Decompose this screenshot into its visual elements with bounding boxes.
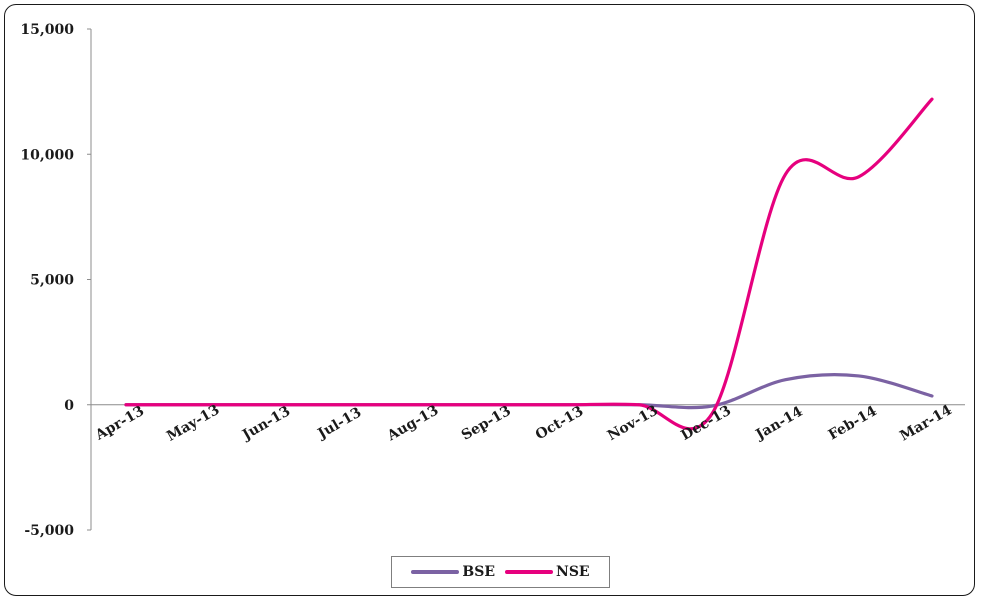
chart-frame [4,4,975,596]
series-line-nse [124,97,934,431]
y-tick-label: 5,000 [30,273,74,289]
x-tick-label: Aug-13 [384,402,441,444]
y-tick-label: 0 [64,398,74,414]
series-line-bse [124,372,934,410]
y-tick-label: -5,000 [24,523,74,539]
x-tick-label: Mar-14 [897,402,955,445]
legend: BSE NSE [391,556,610,588]
x-tick-label: Jul-13 [314,405,365,444]
legend-label-nse: NSE [556,564,590,580]
y-tick-label: 10,000 [20,147,74,163]
x-tick-label: Oct-13 [533,403,586,443]
x-tick-label: Sep-13 [459,403,514,444]
x-tick-label: Jan-14 [752,403,806,444]
x-tick-label: Nov-13 [605,402,661,444]
x-tick-label: May-13 [164,402,222,445]
legend-swatch-nse [505,570,554,574]
x-tick-label: Apr-13 [92,403,147,444]
x-tick-label: Feb-14 [826,403,880,444]
legend-swatch-bse [411,570,460,574]
y-tick-label: 15,000 [20,22,74,38]
x-tick-label: Jun-13 [238,403,293,444]
legend-item-bse: BSE [411,564,495,580]
legend-item-nse: NSE [505,564,590,580]
legend-label-bse: BSE [462,564,496,580]
